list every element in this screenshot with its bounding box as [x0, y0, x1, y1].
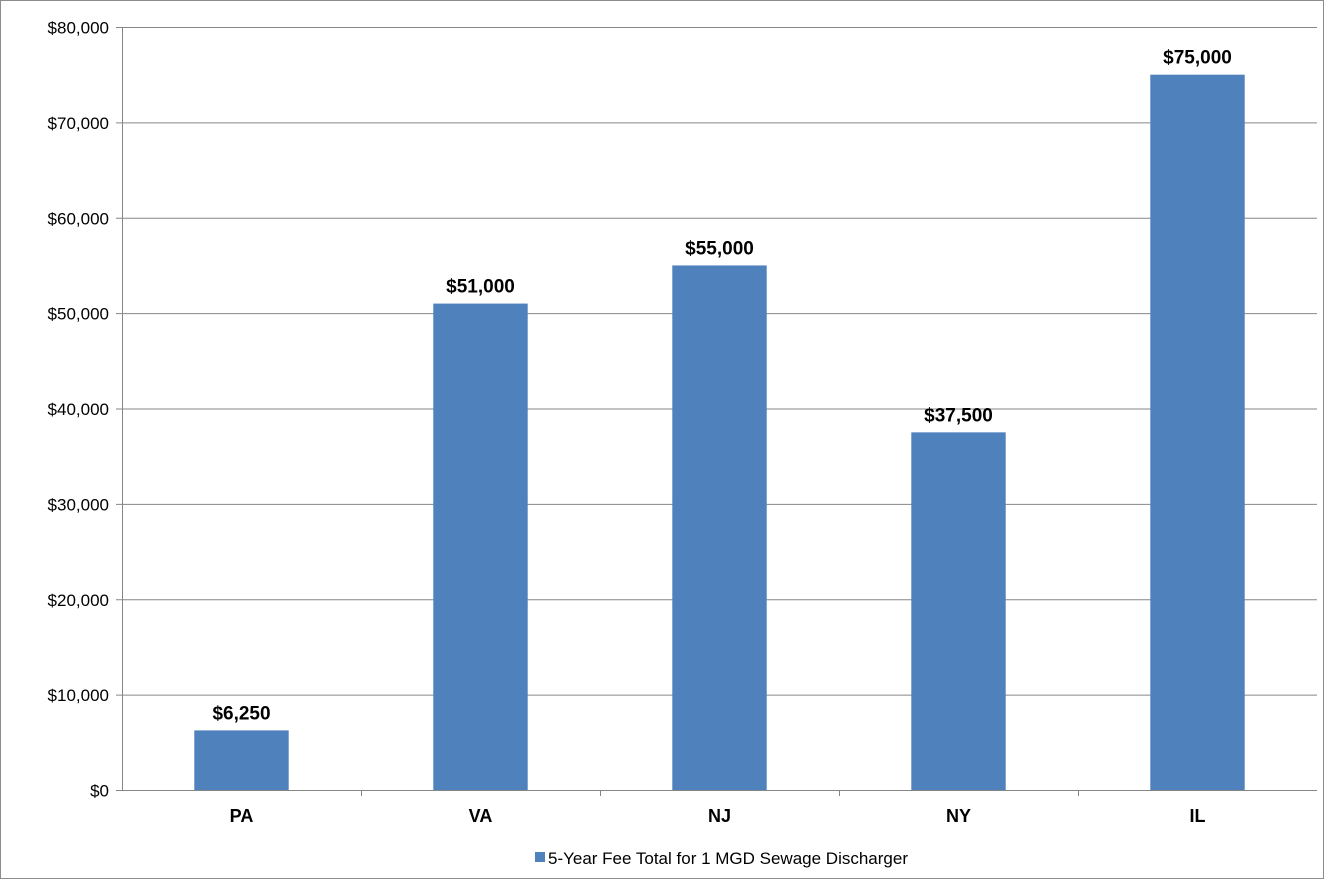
bar-nj — [672, 265, 767, 790]
bar-il — [1150, 74, 1245, 790]
data-label-va: $51,000 — [446, 277, 515, 298]
y-tick-label: $20,000 — [48, 591, 109, 610]
bar-pa — [194, 730, 289, 790]
data-label-nj: $55,000 — [685, 238, 754, 259]
x-category-label: NY — [946, 806, 971, 826]
x-category-label: IL — [1190, 806, 1206, 826]
y-tick-label: $80,000 — [48, 19, 109, 38]
x-category-label: NJ — [708, 806, 731, 826]
axes: $0 $10,000 $20,000 $30,000 $40,000 $50,000 $60… — [48, 19, 1317, 826]
legend: 5-Year Fee Total for 1 MGD Sewage Discha… — [534, 849, 908, 868]
data-label-ny: $37,500 — [924, 405, 993, 426]
y-tick-label: $10,000 — [48, 686, 109, 705]
legend-swatch — [534, 852, 545, 862]
y-tick-label: $70,000 — [48, 114, 109, 133]
legend-label: 5-Year Fee Total for 1 MGD Sewage Discha… — [548, 849, 908, 868]
x-category-label: VA — [469, 806, 493, 826]
x-category-label: PA — [230, 806, 254, 826]
data-label-pa: $6,250 — [212, 703, 270, 724]
data-labels: $6,250 $51,000 $55,000 $37,500 $75,000 — [212, 48, 1231, 725]
bars — [194, 74, 1245, 790]
y-tick-label: $30,000 — [48, 495, 109, 514]
bar-ny — [911, 432, 1006, 790]
bar-va — [433, 303, 528, 790]
y-tick-label: $50,000 — [48, 305, 109, 324]
y-tick-label: $60,000 — [48, 209, 109, 228]
data-label-il: $75,000 — [1163, 48, 1232, 69]
y-tick-label: $0 — [90, 782, 109, 801]
y-tick-label: $40,000 — [48, 400, 109, 419]
